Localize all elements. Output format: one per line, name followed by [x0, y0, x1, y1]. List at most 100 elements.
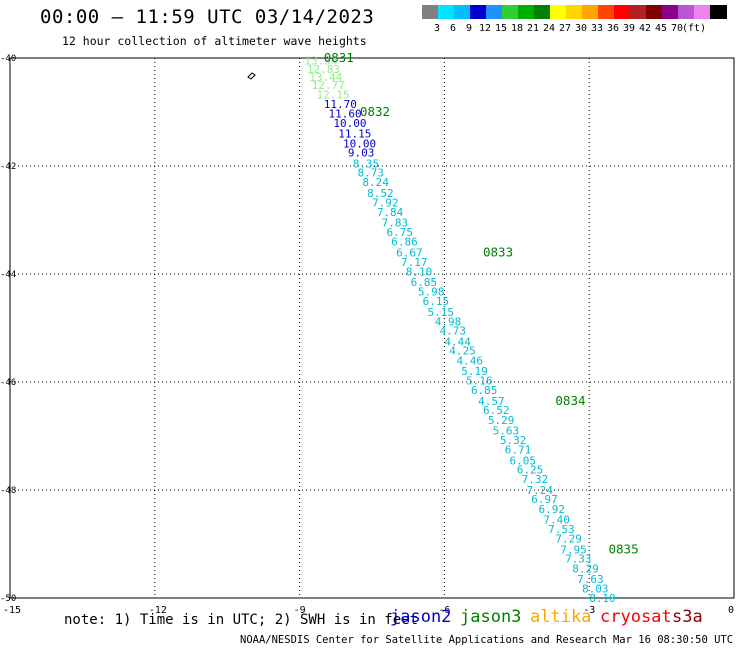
wave-height-label: 7.40 — [543, 514, 570, 527]
legend-label: 3 — [433, 23, 441, 34]
wave-height-label: 6.92 — [539, 503, 566, 516]
legend-label: 45 — [654, 23, 668, 34]
time-label: 0835 — [609, 541, 639, 556]
legend-swatch — [502, 5, 519, 19]
y-tick-label: -42 — [0, 162, 16, 172]
legend-swatch — [582, 5, 599, 19]
x-tick-label: -15 — [3, 605, 21, 616]
wave-height-label: 4.46 — [456, 354, 483, 367]
time-label: 0832 — [360, 104, 390, 119]
legend-label: 36 — [606, 23, 620, 34]
wave-height-label: 6.52 — [483, 404, 510, 417]
legend-swatch — [646, 5, 663, 19]
x-tick-label: -9 — [294, 605, 306, 616]
legend-label: 18 — [510, 23, 524, 34]
satellite-jason3: jason3 — [460, 607, 522, 627]
wave-height-label: 7.17 — [401, 256, 428, 269]
wave-height-label: 12.77 — [312, 79, 345, 92]
wave-height-points: 13.3412.8313.4412.7712.1511.7011.6010.00… — [304, 55, 615, 605]
y-tick-label: -50 — [0, 594, 16, 604]
plot-frame — [9, 57, 735, 599]
wave-height-label: 7.95 — [560, 543, 587, 556]
wave-height-label: 11.70 — [324, 98, 357, 111]
wave-height-label: 10.00 — [333, 117, 366, 130]
legend-swatch — [662, 5, 679, 19]
gridlines — [10, 58, 734, 598]
wave-height-label: 11.60 — [329, 108, 362, 121]
wave-height-label: 6.67 — [396, 246, 423, 259]
time-label: 0831 — [324, 50, 354, 65]
legend-swatch — [470, 5, 487, 19]
wave-height-label: 7.83 — [382, 217, 409, 230]
wave-height-label: 10.00 — [343, 137, 376, 150]
satellite-jason2: jason2 — [390, 607, 452, 627]
legend-label: 39 — [622, 23, 636, 34]
credit-line: NOAA/NESDIS Center for Satellite Applica… — [240, 634, 740, 646]
wave-height-label: 5.29 — [488, 414, 514, 427]
wave-height-label: 6.25 — [517, 463, 544, 476]
legend-label: 6 — [449, 23, 457, 34]
wave-height-label: 9.03 — [348, 147, 375, 160]
wave-height-label: 6.97 — [531, 493, 558, 506]
satellite-cryosat: cryosat — [600, 607, 672, 627]
wave-height-label: 4.25 — [449, 345, 476, 358]
x-tick-label: -6 — [438, 605, 450, 616]
wave-height-label: 4.98 — [435, 316, 462, 329]
legend-swatch — [630, 5, 647, 19]
wave-height-label: 7.32 — [522, 473, 549, 486]
wave-height-label: 7.24 — [526, 484, 553, 497]
satellite-s3a: s3a — [672, 607, 703, 627]
wave-height-label: 6.75 — [386, 226, 413, 239]
legend-label: 30 — [574, 23, 588, 34]
legend-label: 21 — [526, 23, 540, 34]
legend-label: 42 — [638, 23, 652, 34]
wave-height-label: 7.53 — [548, 523, 575, 536]
legend-swatch — [550, 5, 567, 19]
wave-height-label: 5.32 — [500, 434, 527, 447]
wave-height-label: 8.24 — [362, 176, 389, 189]
wave-height-label: 8.29 — [572, 562, 599, 575]
wave-height-label: 7.63 — [577, 573, 604, 586]
legend-label: 15 — [494, 23, 508, 34]
x-tick-label: -12 — [149, 605, 167, 616]
y-tick-label: -40 — [0, 54, 16, 64]
y-tick-label: -44 — [0, 270, 16, 280]
legend-label: 33 — [590, 23, 604, 34]
wave-height-label: 4.57 — [478, 395, 505, 408]
chart-subtitle: 12 hour collection of altimeter wave hei… — [62, 34, 367, 48]
legend-label: 24 — [542, 23, 556, 34]
legend-label: 12 — [478, 23, 492, 34]
wave-height-label: 12.15 — [316, 89, 349, 102]
time-label: 0834 — [555, 393, 585, 408]
wave-height-label: 8.10 — [589, 592, 616, 605]
legend-label: 70 — [670, 23, 684, 34]
x-tick-label: -3 — [583, 605, 595, 616]
footer-note: note: 1) Time is in UTC; 2) SWH is in fe… — [64, 612, 419, 628]
legend-swatch — [422, 5, 439, 19]
legend-label: 27 — [558, 23, 572, 34]
wave-height-label: 4.73 — [440, 325, 467, 338]
wave-height-label: 5.15 — [428, 306, 455, 319]
wave-height-label: 4.44 — [444, 336, 471, 349]
satellite-altika: altika — [530, 607, 592, 627]
wave-height-label: 13.44 — [309, 71, 342, 84]
legend-swatch — [518, 5, 535, 19]
wave-height-label: 7.92 — [372, 197, 399, 210]
wave-height-label: 8.52 — [367, 187, 394, 200]
legend-swatch — [598, 5, 615, 19]
legend-swatch — [534, 5, 551, 19]
wave-height-label: 7.33 — [565, 553, 592, 566]
y-tick-label: -48 — [0, 486, 16, 496]
legend-swatch — [566, 5, 583, 19]
wave-height-label: 5.19 — [461, 365, 488, 378]
wave-height-label: 8.35 — [353, 157, 380, 170]
wave-height-label: 7.29 — [555, 533, 582, 546]
wave-height-label: 5.98 — [418, 285, 445, 298]
legend-swatch — [678, 5, 695, 19]
legend-swatch — [438, 5, 455, 19]
axis-ticks: -15 -12 -9 -6 -3 0 -40 -42 -44 -46 -48 -50 — [0, 54, 734, 616]
legend-swatch — [710, 5, 727, 19]
legend-swatch — [486, 5, 503, 19]
wave-height-label: 5.63 — [493, 425, 519, 438]
wave-height-label: 11.15 — [338, 128, 371, 141]
